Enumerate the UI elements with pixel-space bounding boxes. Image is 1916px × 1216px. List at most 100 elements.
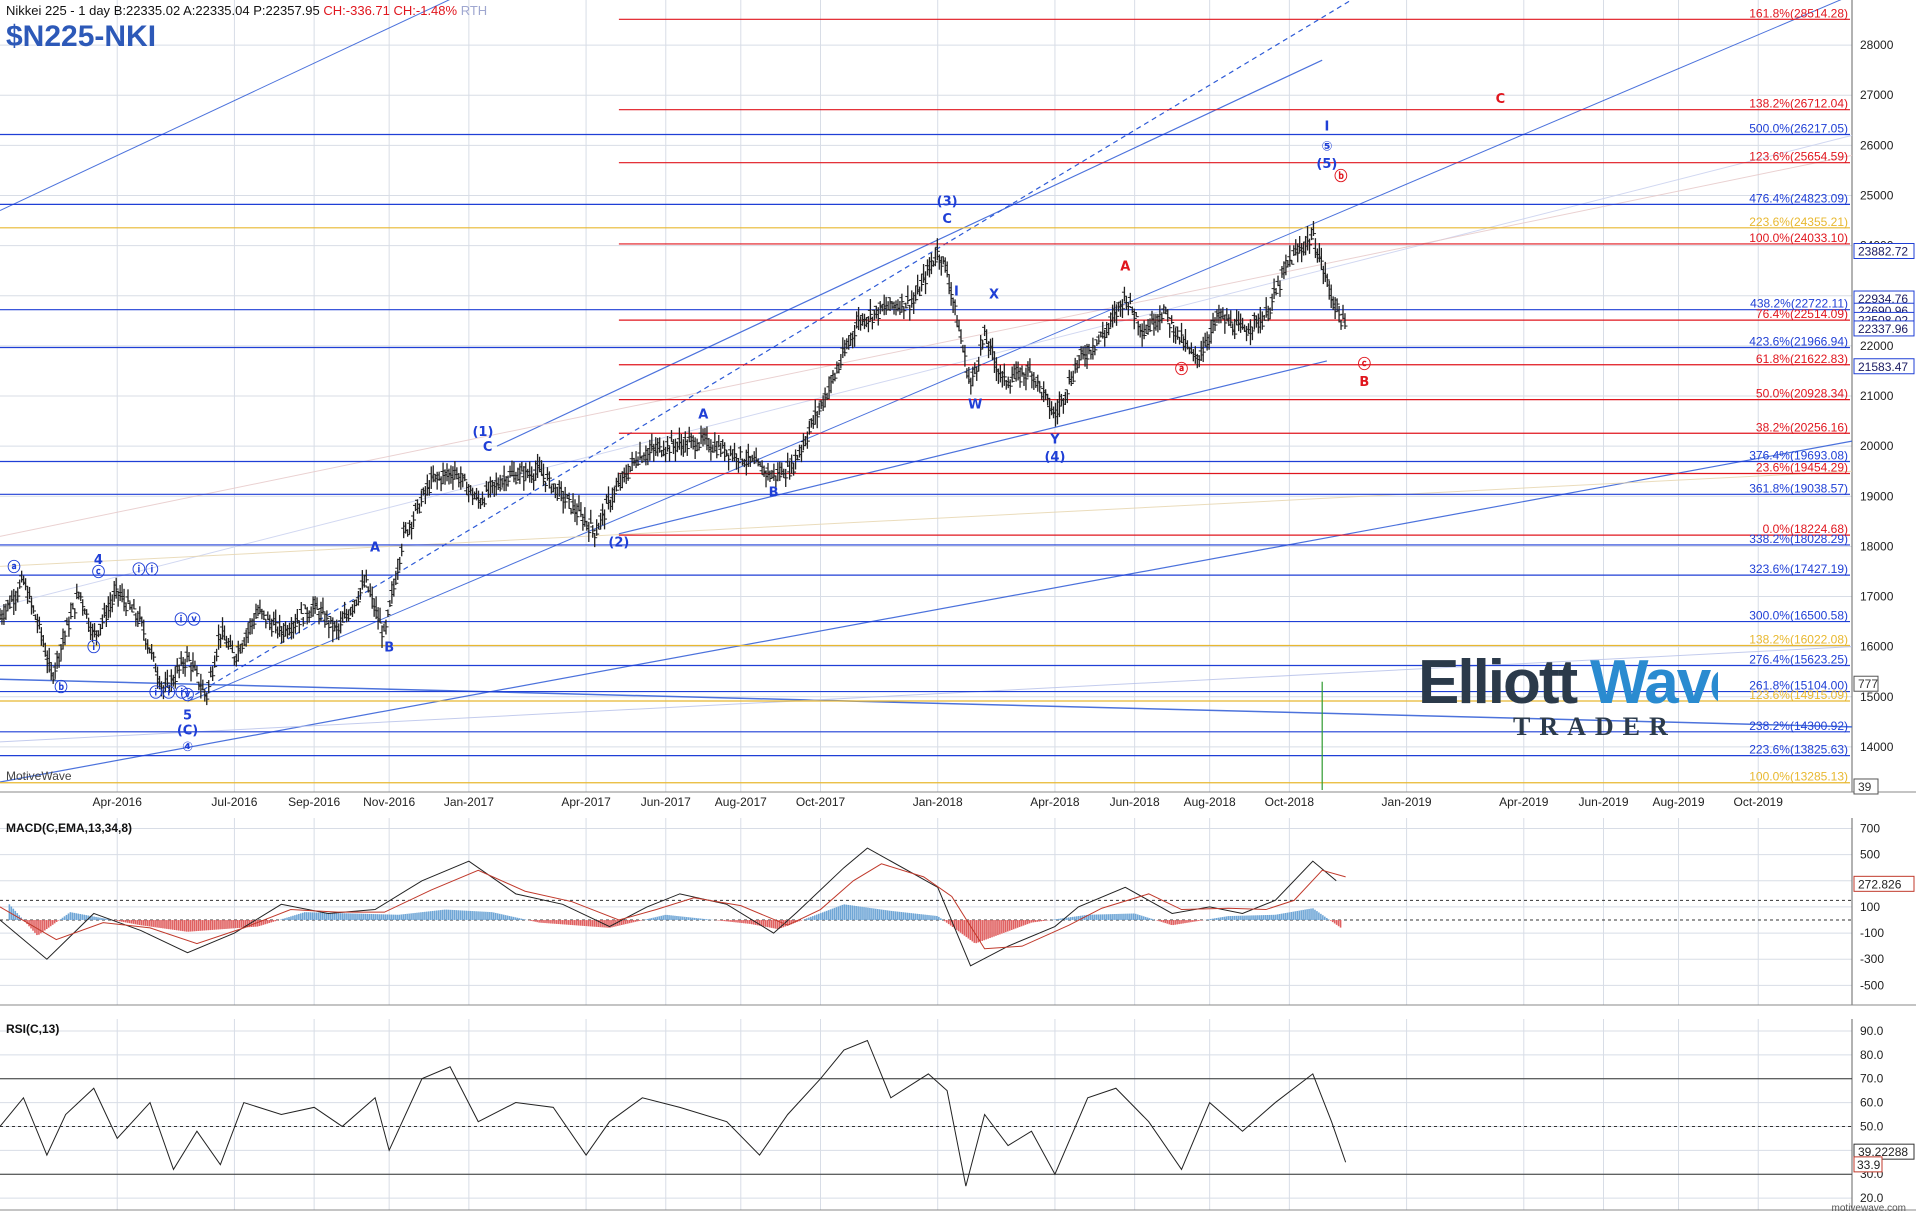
y-tick-label: 17000 — [1860, 590, 1894, 604]
y-tick-label: 14000 — [1860, 740, 1894, 754]
wave-label: (2) — [608, 535, 629, 550]
wave-label: W — [968, 398, 982, 413]
price-tag-label: 23882.72 — [1858, 244, 1908, 258]
wave-label: ⓘⓥ — [175, 612, 201, 628]
price-tag-box — [1853, 778, 1879, 795]
wave-label: (C) — [177, 723, 198, 738]
wave-label: (1) — [472, 425, 493, 440]
y-tick-label: 21000 — [1860, 389, 1894, 403]
price-tag-box — [1853, 675, 1879, 692]
y-tick-label: 20000 — [1860, 439, 1894, 453]
chart-header: Nikkei 225 - 1 day B:22335.02 A:22335.04… — [6, 3, 487, 18]
wave-label: C — [1496, 92, 1506, 107]
fib-level-label: 138.2%(16022.08) — [1749, 633, 1848, 647]
fib-level-label: 238.2%(14300.92) — [1749, 719, 1848, 733]
wave-label: ⓑ — [54, 680, 67, 696]
wave-label: B — [769, 485, 779, 500]
rsi-line — [0, 1039, 1347, 1187]
x-tick-label: Jan-2018 — [913, 795, 963, 809]
y-tick-label: 27000 — [1860, 88, 1894, 102]
wave-label: ⓒ — [92, 564, 105, 580]
x-tick-label: Aug-2019 — [1652, 795, 1704, 809]
fib-level-label: 100.0%(24033.10) — [1749, 231, 1848, 245]
change-value: CH:-336.71 — [323, 3, 390, 18]
svg-text:Elliott: Elliott — [1418, 648, 1578, 717]
svg-text:TRADER: TRADER — [1513, 712, 1677, 741]
panel-bg — [0, 818, 1916, 1005]
x-tick-label: Jun-2017 — [641, 795, 691, 809]
wave-label: ④ — [182, 740, 193, 755]
trend-line — [187, 0, 1842, 703]
x-tick-label: Apr-2017 — [561, 795, 611, 809]
fib-level-label: 161.8%(28514.28) — [1749, 6, 1848, 20]
fib-level-label: 476.4%(24823.09) — [1749, 191, 1848, 205]
y-tick-label: 16000 — [1860, 640, 1894, 654]
wave-label: X — [989, 287, 999, 302]
wave-label: A — [698, 408, 708, 423]
macd-value-box — [1853, 875, 1915, 892]
trend-line — [0, 0, 450, 211]
y-tick-label: 60.0 — [1860, 1096, 1884, 1110]
y-tick-label: 18000 — [1860, 539, 1894, 553]
footer-credit: motivewave.com — [1831, 1203, 1906, 1214]
wave-label: A — [370, 540, 380, 555]
trend-line-dashed — [187, 0, 1353, 700]
wave-label: ⓘ — [87, 640, 100, 656]
ask-value: A:22335.04 — [183, 3, 250, 18]
wave-label: 5 — [183, 708, 192, 723]
wave-label: ⓥ — [181, 687, 194, 703]
rsi-secondary-label: 33.9 — [1857, 1158, 1881, 1172]
x-tick-label: Jun-2019 — [1578, 795, 1628, 809]
y-tick-label: 15000 — [1860, 690, 1894, 704]
x-tick-label: Jun-2018 — [1110, 795, 1160, 809]
watermark: MotiveWave — [6, 769, 72, 783]
fib-level-label: 423.6%(21966.94) — [1749, 335, 1848, 349]
rsi-value-label: 39.22288 — [1858, 1145, 1908, 1159]
rsi-panel: 90.080.070.060.050.040.030.020.0RSI(C,13… — [0, 1019, 1916, 1211]
rsi-value-box — [1853, 1143, 1915, 1160]
macd-title: MACD(C,EMA,13,34,8) — [6, 821, 132, 835]
price-tag-box — [1853, 358, 1915, 375]
y-tick-label: 700 — [1860, 821, 1880, 835]
wave-label: (3) — [937, 195, 958, 210]
panel-bg — [0, 1019, 1916, 1210]
y-tick-label: 28000 — [1860, 38, 1894, 52]
fib-level-label: 438.2%(22722.11) — [1750, 297, 1848, 311]
price-tag-label: 22337.96 — [1858, 322, 1908, 336]
y-tick-label: -100 — [1860, 926, 1884, 940]
x-tick-label: Sep-2016 — [288, 795, 340, 809]
fib-level-label: 323.6%(17427.19) — [1749, 562, 1848, 576]
wave-label: A — [1120, 260, 1130, 275]
fib-level-label: 123.6%(25654.59) — [1749, 150, 1848, 164]
macd-signal-line — [0, 863, 1346, 950]
fib-level-label: 223.6%(13825.63) — [1749, 743, 1848, 757]
wave-label: (5) — [1316, 157, 1337, 172]
wave-label: ⓑ — [1334, 168, 1347, 184]
wave-label: 4 — [94, 553, 103, 568]
rsi-secondary-box — [1853, 1156, 1883, 1173]
session-label: RTH — [460, 3, 488, 18]
x-tick-label: Jan-2017 — [444, 795, 494, 809]
fib-level-label: 138.2%(26712.04) — [1749, 97, 1848, 111]
fib-level-label: 23.6%(19454.29) — [1756, 460, 1848, 474]
x-tick-label: Apr-2018 — [1030, 795, 1080, 809]
x-tick-label: Oct-2019 — [1734, 795, 1784, 809]
x-tick-label: Aug-2017 — [715, 795, 767, 809]
instrument-title: Nikkei 225 - 1 day — [6, 3, 111, 18]
wave-label: ⓘⓘ — [132, 562, 158, 578]
trend-line — [0, 154, 1853, 537]
wave-label: C — [942, 212, 952, 227]
y-tick-label: 70.0 — [1860, 1072, 1884, 1086]
y-tick-label: 25000 — [1860, 188, 1894, 202]
fib-level-label: 500.0%(26217.05) — [1749, 121, 1848, 135]
wave-label: ⓐ — [1175, 361, 1188, 377]
price-tag-label: 22934.76 — [1858, 292, 1908, 306]
y-tick-label: 26000 — [1860, 138, 1894, 152]
x-tick-label: Nov-2016 — [363, 795, 415, 809]
wave-label: ⓐ — [8, 559, 21, 575]
symbol-title: $N225-NKI — [6, 20, 157, 53]
macd-panel: 700500300100-100-300-500MACD(C,EMA,13,34… — [0, 818, 1916, 1006]
trend-line — [0, 440, 1853, 783]
wave-label: ⑤ — [1321, 139, 1332, 154]
y-tick-label: 500 — [1860, 848, 1880, 862]
